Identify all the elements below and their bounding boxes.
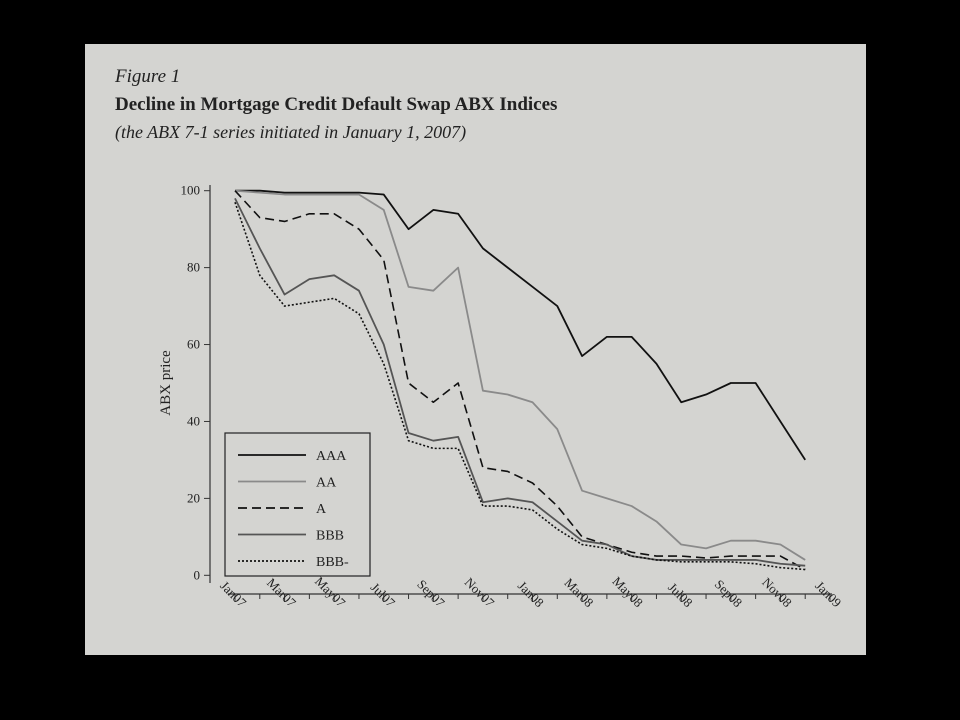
legend-label: A bbox=[316, 502, 327, 517]
legend-label: AAA bbox=[316, 449, 347, 464]
y-tick-label: 0 bbox=[194, 567, 201, 582]
y-tick-label: 40 bbox=[187, 413, 200, 428]
series-line bbox=[234, 197, 806, 567]
series-line bbox=[234, 190, 806, 571]
series-line bbox=[234, 189, 806, 561]
y-tick-label: 100 bbox=[181, 183, 201, 198]
series-line bbox=[235, 189, 806, 461]
legend-label: AA bbox=[316, 476, 337, 491]
legend-label: BBB bbox=[316, 529, 344, 544]
y-tick-label: 60 bbox=[187, 337, 200, 352]
y-tick-label: 20 bbox=[187, 490, 200, 505]
y-tick-label: 80 bbox=[187, 260, 200, 275]
legend-box bbox=[224, 432, 371, 577]
y-axis-label: ABX price bbox=[158, 350, 174, 416]
legend-label: BBB- bbox=[316, 555, 349, 570]
chart-subtitle: (the ABX 7-1 series initiated in January… bbox=[115, 122, 466, 143]
figure-label: Figure 1 bbox=[114, 66, 180, 87]
chart-title: Decline in Mortgage Credit Default Swap … bbox=[115, 94, 557, 115]
